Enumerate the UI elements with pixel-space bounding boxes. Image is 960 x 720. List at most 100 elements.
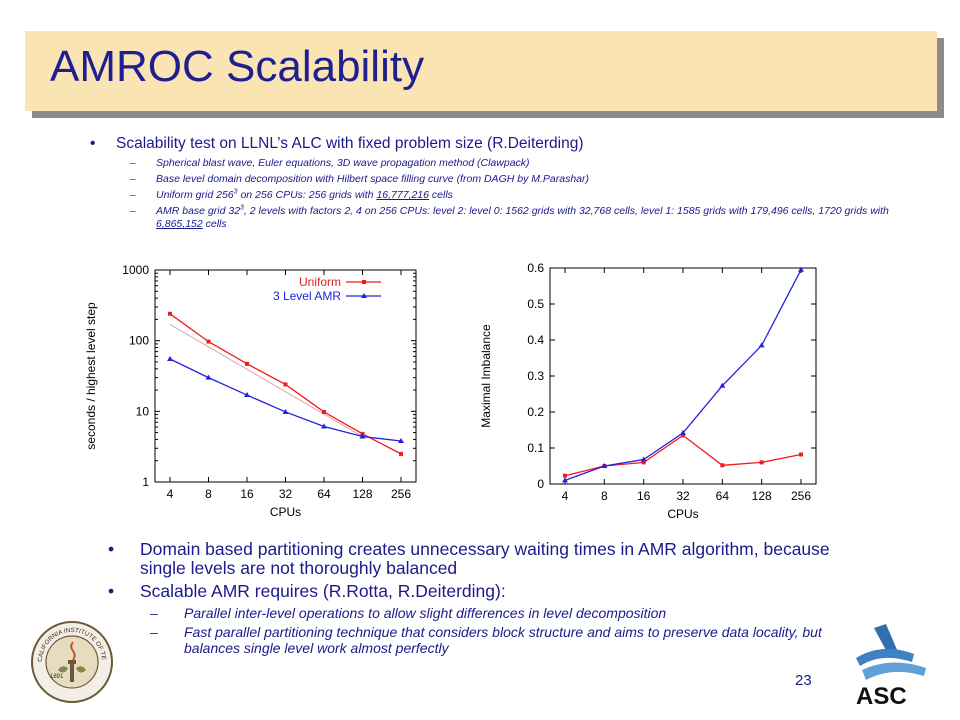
x-tick-label: 16 bbox=[240, 487, 254, 501]
bullet-scalability-test: • Scalability test on LLNL’s ALC with fi… bbox=[80, 134, 910, 154]
sub-bullet-text: Base level domain decomposition with Hil… bbox=[156, 173, 590, 185]
legend-label: Uniform bbox=[299, 275, 341, 289]
slide-title: AMROC Scalability bbox=[50, 42, 425, 91]
data-point bbox=[244, 392, 250, 398]
sub-bullet-text: Fast parallel partitioning technique tha… bbox=[184, 624, 822, 656]
x-tick-label: 128 bbox=[752, 489, 772, 503]
data-point bbox=[641, 460, 646, 465]
sub-bullet-text-b: on 256 CPUs: 256 grids with bbox=[237, 189, 377, 201]
data-point bbox=[759, 460, 764, 465]
data-point bbox=[799, 452, 803, 457]
dash-icon: – bbox=[150, 605, 158, 621]
bullet-dot-icon: • bbox=[108, 581, 115, 601]
legend-label: 3 Level AMR bbox=[273, 289, 341, 303]
superscript: 3 bbox=[233, 188, 238, 196]
bullet-text: Scalability test on LLNL’s ALC with fixe… bbox=[116, 135, 584, 152]
legend-marker bbox=[362, 280, 366, 284]
y-axis-label: Maximal Imbalance bbox=[479, 324, 493, 428]
data-point bbox=[245, 361, 249, 366]
bullet-dot-icon: • bbox=[108, 539, 115, 559]
sub-bullet-text-a: Uniform grid 256 bbox=[156, 189, 234, 201]
cell-count-link[interactable]: 6,865,152 bbox=[156, 218, 203, 230]
plot-frame bbox=[549, 267, 817, 485]
svg-text:1891: 1891 bbox=[50, 674, 64, 680]
svg-text:ASC: ASC bbox=[856, 683, 907, 708]
bullet-domain-partitioning: • Domain based partitioning creates unne… bbox=[100, 540, 860, 578]
sub-bullet-text: Parallel inter-level operations to allow… bbox=[184, 605, 667, 621]
y-tick-label: 0.1 bbox=[527, 441, 544, 455]
caltech-seal-logo: CALIFORNIA INSTITUTE OF TECHNOLOGY 1891 bbox=[30, 620, 113, 703]
data-point bbox=[282, 408, 289, 414]
top-bullet-list: • Scalability test on LLNL’s ALC with fi… bbox=[80, 134, 910, 231]
data-point bbox=[205, 374, 212, 380]
dash-icon: – bbox=[130, 157, 136, 169]
chart-maximal-imbalance: 0 0.1 0.2 0.3 0.4 0.5 0.6 4 8 16 32 64 128 256 CPUs Max… bbox=[479, 261, 817, 521]
data-point bbox=[640, 456, 647, 462]
asc-logo: ASC bbox=[856, 624, 926, 708]
legend-marker bbox=[361, 293, 367, 298]
data-point bbox=[283, 382, 288, 387]
x-tick-label: 64 bbox=[317, 487, 331, 501]
series-line bbox=[564, 269, 802, 482]
sub-bullet-text-c: cells bbox=[202, 218, 227, 230]
superscript: 3 bbox=[240, 204, 244, 212]
x-tick-label: 32 bbox=[676, 489, 690, 503]
x-tick-label: 32 bbox=[279, 487, 293, 501]
sub-bullet-text-b: , 2 levels with factors 2, 4 on 256 CPUs… bbox=[243, 205, 889, 217]
x-axis-label: CPUs bbox=[270, 505, 301, 519]
y-tick-label: 0.6 bbox=[527, 261, 544, 275]
dash-icon: – bbox=[130, 173, 136, 185]
x-axis-label: CPUs bbox=[667, 507, 698, 521]
x-tick-label: 64 bbox=[716, 489, 730, 503]
data-point bbox=[798, 266, 804, 272]
data-point bbox=[322, 409, 326, 414]
cell-count-link[interactable]: 16,777,216 bbox=[376, 189, 429, 201]
data-point bbox=[359, 433, 366, 439]
sub-bullet-text: Spherical blast wave, Euler equations, 3… bbox=[156, 157, 530, 169]
data-point bbox=[719, 382, 726, 388]
sub-bullet-uniform-grid: – Uniform grid 2563 on 256 CPUs: 256 gri… bbox=[80, 189, 910, 202]
dash-icon: – bbox=[150, 624, 158, 640]
title-banner bbox=[25, 31, 937, 111]
bottom-bullet-list: • Domain based partitioning creates unne… bbox=[100, 540, 860, 657]
data-point bbox=[563, 473, 567, 478]
page-number: 23 bbox=[795, 672, 812, 689]
trend-line bbox=[169, 323, 363, 437]
y-axis-label: seconds / highest level step bbox=[84, 302, 98, 450]
data-point bbox=[720, 463, 725, 468]
data-point bbox=[680, 429, 686, 435]
sub-bullet-text-a: AMR base grid 32 bbox=[156, 205, 241, 217]
sub-bullet-text-c: cells bbox=[429, 189, 453, 201]
y-tick-label: 0.4 bbox=[527, 333, 544, 347]
y-tick-label: 0.5 bbox=[527, 297, 544, 311]
x-tick-label: 256 bbox=[791, 489, 811, 503]
x-tick-label: 8 bbox=[205, 487, 212, 501]
data-point bbox=[758, 342, 765, 348]
y-tick-label: 100 bbox=[129, 334, 149, 348]
chart-seconds-per-step: 1 10 100 1000 4 8 16 32 64 128 256 CPUs seconds / hi… bbox=[84, 263, 417, 519]
x-tick-label: 4 bbox=[167, 487, 174, 501]
data-point bbox=[562, 477, 568, 483]
bullet-text: Domain based partitioning creates unnece… bbox=[140, 539, 830, 578]
data-point bbox=[399, 451, 403, 456]
data-point bbox=[398, 438, 404, 444]
y-tick-label: 10 bbox=[136, 404, 150, 418]
y-tick-label: 1000 bbox=[122, 263, 149, 277]
data-point bbox=[601, 463, 608, 468]
y-tick-label: 0.2 bbox=[527, 405, 544, 419]
bullet-text: Scalable AMR requires (R.Rotta, R.Deiter… bbox=[140, 581, 506, 601]
y-tick-label: 0 bbox=[537, 477, 544, 491]
data-point bbox=[681, 433, 685, 438]
sub-bullet-blast-wave: – Spherical blast wave, Euler equations,… bbox=[80, 157, 910, 170]
dash-icon: – bbox=[130, 205, 136, 217]
x-tick-label: 128 bbox=[352, 487, 372, 501]
bullet-scalable-amr: • Scalable AMR requires (R.Rotta, R.Deit… bbox=[100, 582, 860, 601]
x-tick-label: 256 bbox=[391, 487, 411, 501]
dash-icon: – bbox=[130, 189, 136, 201]
data-point bbox=[206, 339, 211, 344]
series-line bbox=[564, 434, 802, 477]
x-tick-label: 8 bbox=[601, 489, 608, 503]
y-tick-label: 1 bbox=[142, 475, 149, 489]
sub-bullet-amr-grid: – AMR base grid 323, 2 levels with facto… bbox=[80, 205, 910, 231]
sub-bullet-inter-level: – Parallel inter-level operations to all… bbox=[100, 605, 860, 621]
